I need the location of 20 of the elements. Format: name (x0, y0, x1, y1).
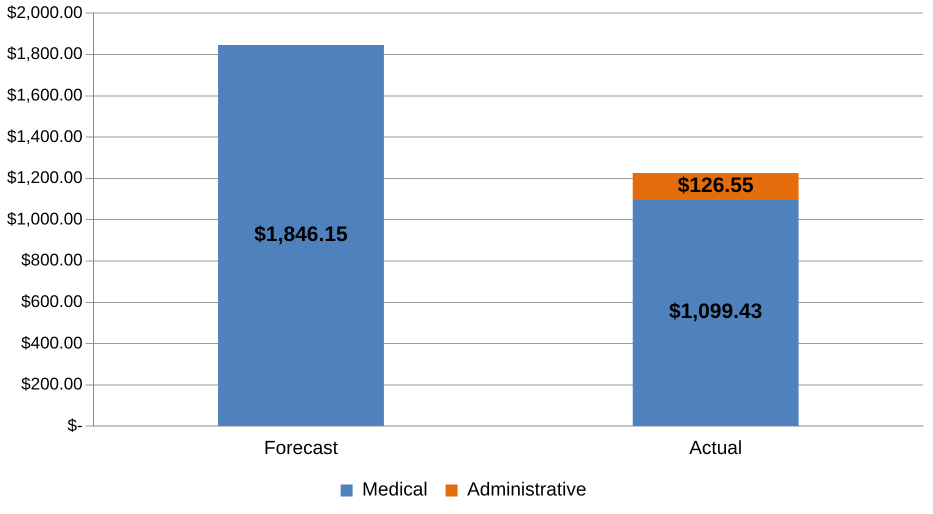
y-tick-label: $1,600.00 (6, 85, 83, 104)
y-tick-label: $2,000.00 (6, 2, 83, 22)
legend-label: Medical (362, 480, 428, 501)
x-tick-label: Forecast (264, 438, 339, 459)
y-tick-label: $200.00 (21, 374, 83, 394)
y-tick-label: $600.00 (21, 292, 83, 311)
y-tick-label: $1,800.00 (6, 44, 83, 64)
y-tick-label: $- (68, 416, 83, 435)
data-label: $126.55 (678, 174, 754, 197)
data-label: $1,846.15 (254, 223, 348, 246)
bar (632, 199, 799, 426)
bar (218, 44, 384, 426)
legend-label: Administrative (467, 480, 586, 501)
y-tick-label: $400.00 (21, 333, 83, 352)
y-tick-label: $1,000.00 (6, 209, 83, 228)
x-tick-label: Actual (689, 438, 742, 459)
data-label: $1,099.43 (668, 300, 762, 324)
y-tick-label: $1,400.00 (6, 126, 83, 146)
y-tick-label: $800.00 (21, 250, 83, 270)
y-tick-label: $1,200.00 (6, 168, 83, 188)
